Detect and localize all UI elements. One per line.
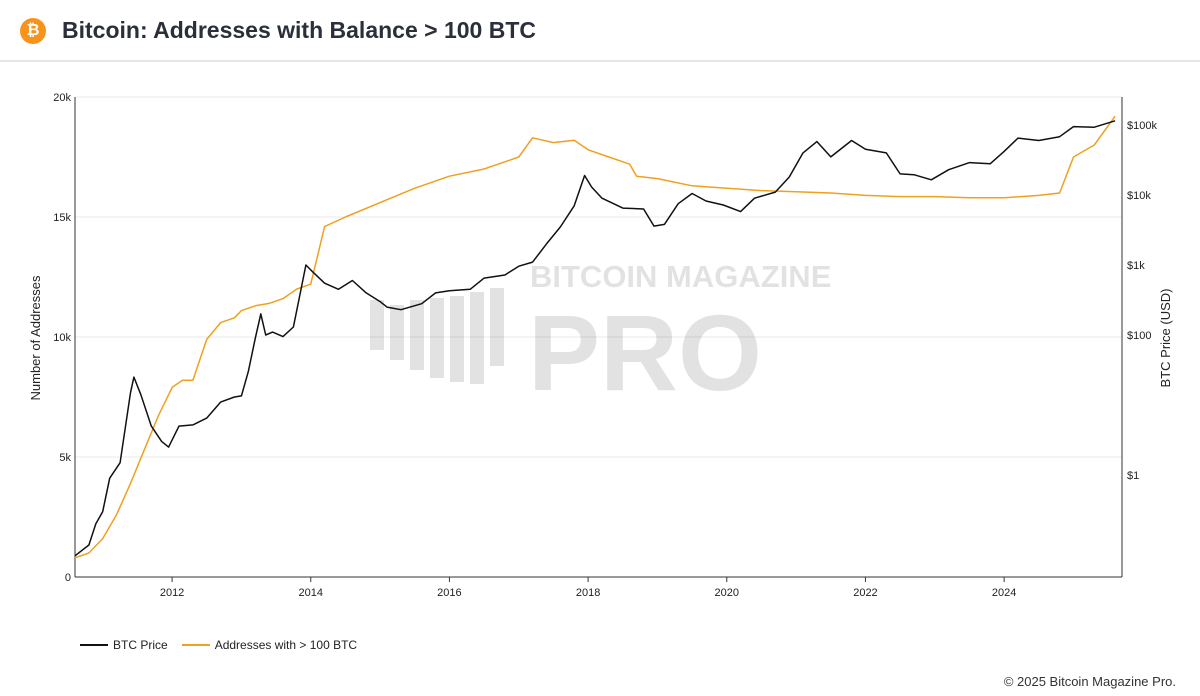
x-tick-label: 2024 — [992, 587, 1016, 599]
x-tick-label: 2016 — [437, 587, 461, 599]
watermark-bars-icon — [370, 288, 504, 384]
y-right-tick-label: $1k — [1127, 260, 1145, 272]
x-tick-label: 2020 — [715, 587, 739, 599]
legend-label-addresses: Addresses with > 100 BTC — [214, 638, 358, 652]
x-tick-label: 2018 — [576, 587, 600, 599]
y-left-tick-label: 20k — [53, 92, 71, 104]
series-group — [74, 115, 1116, 559]
y-right-tick-label: $10k — [1127, 190, 1151, 202]
bitcoin-logo-icon: ₿ — [20, 18, 46, 44]
y-right-tick-label: $1 — [1127, 470, 1139, 482]
series-line-btc-price — [74, 120, 1116, 557]
y-left-tick-label: 15k — [53, 212, 71, 224]
y-right-axis-label: BTC Price (USD) — [1158, 289, 1173, 388]
y-left-axis-label: Number of Addresses — [28, 275, 43, 401]
x-tick-label: 2012 — [160, 587, 184, 599]
grid-lines — [75, 96, 1122, 458]
legend-item-addresses[interactable]: Addresses with > 100 BTC — [181, 638, 358, 652]
y-right-tick-label: $100k — [1127, 120, 1157, 132]
watermark-line1: BITCOIN MAGAZINE — [530, 259, 831, 294]
legend: BTC Price Addresses with > 100 BTC — [80, 638, 371, 652]
legend-swatch-addresses — [181, 644, 210, 646]
chart-header: ₿ Bitcoin: Addresses with Balance > 100 … — [0, 0, 1200, 62]
x-tick-label: 2022 — [853, 587, 877, 599]
watermark-line2: PRO — [528, 292, 762, 413]
copyright-text: © 2025 Bitcoin Magazine Pro. — [1003, 674, 1176, 689]
x-tick-label: 2014 — [299, 587, 323, 599]
chart-title: Bitcoin: Addresses with Balance > 100 BT… — [62, 17, 536, 43]
y-left-tick-label: 10k — [53, 332, 71, 344]
legend-item-btc-price[interactable]: BTC Price — [80, 638, 168, 652]
y-left-tick-label: 0 — [65, 572, 71, 584]
axes: 0 5k 10k 15k 20k $1 $100 $1k $10k $100k 2012 2014 20… — [53, 92, 1157, 599]
legend-swatch-btc-price — [80, 644, 108, 646]
series-line-addresses — [74, 115, 1116, 559]
legend-label-btc-price: BTC Price — [113, 638, 168, 652]
y-left-tick-label: 5k — [59, 452, 71, 464]
y-right-tick-label: $100 — [1127, 330, 1151, 342]
watermark: BITCOIN MAGAZINE PRO — [370, 259, 831, 413]
